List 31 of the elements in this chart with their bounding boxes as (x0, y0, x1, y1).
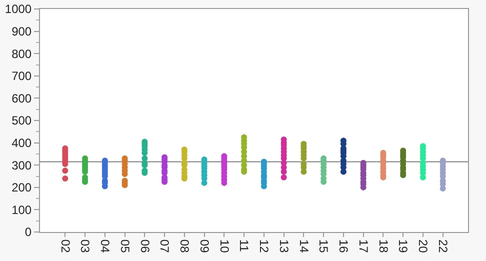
x-tick-label: 05 (118, 239, 132, 254)
y-tick-label: 0 (24, 225, 32, 240)
x-tick-label: 02 (58, 239, 72, 254)
y-tick-label: 800 (12, 46, 32, 61)
x-tick-label: 19 (396, 239, 410, 254)
y-tick-label: 200 (12, 180, 32, 195)
x-tick-label: 13 (276, 239, 291, 254)
x-tick-label: 07 (158, 239, 172, 254)
y-tick-label: 500 (12, 114, 32, 128)
x-tick-label: 14 (296, 239, 311, 254)
y-tick-label: 900 (12, 24, 32, 38)
y-tick-label: 1000 (4, 2, 32, 16)
x-tick-label: 20 (416, 239, 430, 254)
x-tick-label: 12 (257, 239, 272, 254)
y-tick-label: 100 (12, 202, 32, 217)
x-tick-label: 16 (336, 239, 351, 254)
x-tick-label: 10 (217, 239, 232, 254)
x-tick-label: 09 (197, 239, 212, 254)
x-tick-label: 08 (178, 239, 192, 254)
x-tick-label: 22 (436, 239, 450, 254)
y-tick-label: 600 (12, 91, 32, 106)
x-tick-label: 17 (356, 239, 370, 254)
y-tick-label: 700 (12, 69, 32, 84)
x-tick-label: 11 (237, 239, 252, 252)
y-tick-label: 400 (12, 136, 32, 150)
x-tick-label: 04 (98, 239, 112, 254)
y-tick-label: 300 (12, 158, 32, 172)
x-tick-label: 06 (138, 239, 152, 254)
x-tick-label: 18 (376, 239, 390, 254)
x-tick-label: 03 (78, 239, 92, 254)
x-tick-label: 15 (316, 239, 331, 254)
